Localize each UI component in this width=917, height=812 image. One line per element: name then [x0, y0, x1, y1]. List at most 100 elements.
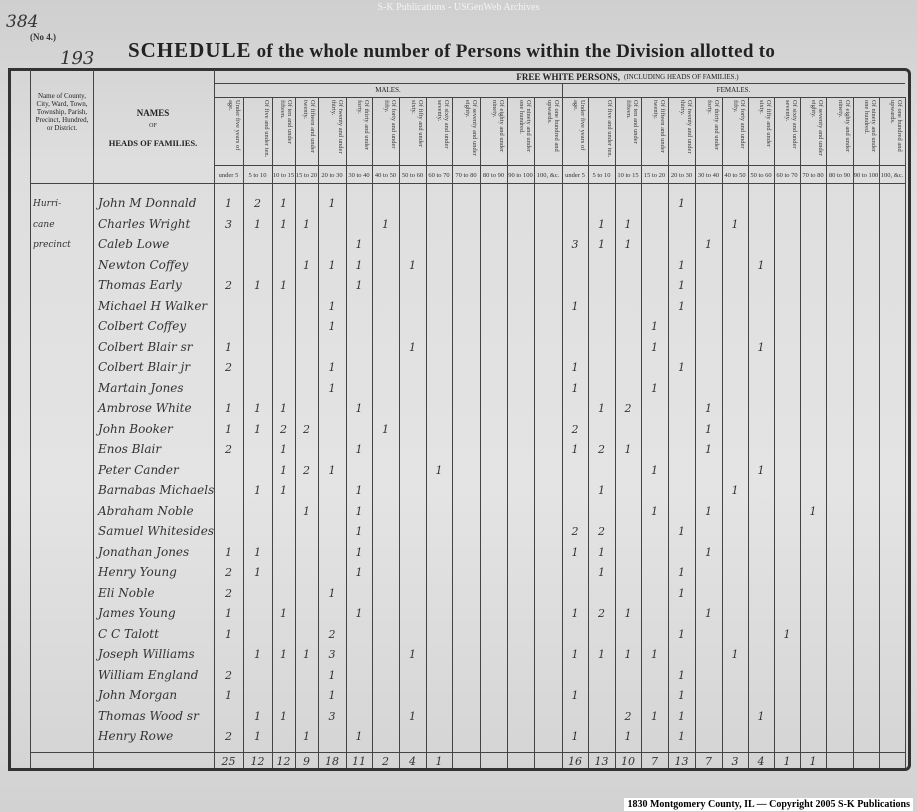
male-age-range: 30 to 40	[348, 172, 370, 179]
male-count-cell: 1	[355, 545, 363, 559]
female-count-cell: 1	[624, 730, 632, 743]
male-count-cell: 1	[355, 730, 363, 743]
column-rule	[774, 97, 775, 768]
male-count-cell: 1	[254, 566, 261, 579]
column-rule	[426, 97, 427, 768]
folio-annotation: 193	[60, 48, 95, 69]
male-count-cell: 1	[409, 340, 416, 354]
female-total-count-cell: 13	[594, 755, 609, 768]
female-column-description: Of fifteen and under twenty.	[652, 100, 666, 153]
male-total-count-cell: 11	[352, 755, 366, 768]
female-count-cell: 1	[651, 709, 658, 723]
male-count-cell: 1	[225, 340, 232, 354]
male-column-description: Of forty and under fifty.	[383, 100, 397, 149]
male-age-range: 70 to 80	[455, 172, 477, 179]
male-count-cell: 1	[382, 217, 389, 231]
column-rule	[722, 97, 723, 768]
male-count-cell: 2	[303, 422, 310, 436]
male-column-description: Of thirty and under forty.	[356, 100, 370, 151]
male-count-cell: 1	[328, 258, 336, 272]
male-total-count-cell: 18	[325, 755, 339, 768]
column-rule	[452, 97, 453, 768]
female-age-range: 15 to 20	[643, 172, 666, 179]
male-column-description: Of twenty and under thirty.	[330, 100, 344, 154]
head-of-family-name: Michael H Walker	[98, 298, 208, 313]
district-name: precinct	[33, 240, 71, 250]
column-rule	[243, 97, 244, 768]
male-total-count-cell: 12	[250, 755, 265, 768]
female-count-cell: 1	[705, 238, 712, 251]
female-count-cell: 1	[571, 607, 579, 620]
female-count-cell: 2	[571, 422, 579, 436]
female-count-cell: 1	[678, 566, 685, 579]
head-of-family-name: Ambrose White	[98, 401, 192, 415]
male-age-range: 100, &c.	[536, 172, 560, 179]
female-count-cell: 1	[571, 299, 579, 313]
head-of-family-name: Martain Jones	[98, 380, 184, 395]
male-count-cell: 1	[328, 320, 336, 333]
male-count-cell: 1	[355, 504, 363, 518]
male-count-cell: 1	[303, 217, 310, 231]
male-total-count-cell: 12	[276, 755, 291, 768]
female-column-description: Of ten and under fifteen.	[625, 100, 639, 144]
female-column-description: Of sixty and under seventy.	[784, 100, 798, 149]
female-count-cell: 1	[678, 525, 685, 538]
female-count-cell: 1	[783, 627, 791, 641]
female-count-cell: 1	[624, 238, 632, 251]
male-count-cell: 1	[280, 402, 287, 415]
column-rule	[318, 97, 319, 768]
head-of-family-name: John Booker	[98, 421, 173, 436]
head-of-family-name: Samuel Whitesides	[98, 524, 214, 538]
female-age-range: under 5	[565, 172, 585, 179]
female-column-description: Of five and under ten.	[606, 100, 613, 158]
male-count-cell: 1	[355, 238, 363, 251]
male-count-cell: 1	[225, 627, 232, 641]
male-column-description: Of ninety and under one hundred.	[518, 100, 532, 153]
male-count-cell: 1	[254, 279, 261, 292]
male-count-cell: 1	[254, 484, 261, 497]
head-of-family-name: Henry Rowe	[98, 729, 174, 743]
male-age-range: 15 to 20	[295, 172, 318, 179]
male-count-cell: 1	[409, 258, 416, 272]
female-total-count-cell: 3	[731, 755, 739, 768]
male-count-cell: 1	[254, 545, 261, 559]
column-rule	[480, 97, 481, 768]
page-number-annotation: 384	[6, 12, 39, 32]
female-count-cell: 1	[598, 217, 605, 231]
female-count-cell: 1	[678, 299, 685, 313]
male-count-cell: 1	[328, 586, 336, 600]
female-age-range: 30 to 40	[697, 172, 720, 179]
free-white-persons-header: FREE WHITE PERSONS,	[516, 72, 620, 82]
female-count-cell: 2	[624, 709, 632, 723]
column-rule	[562, 97, 563, 768]
male-age-range: 90 to 100	[508, 172, 533, 179]
female-count-cell: 1	[651, 648, 658, 661]
female-count-cell: 1	[678, 361, 685, 374]
male-count-cell: 1	[225, 422, 232, 436]
rule-line	[214, 165, 905, 166]
male-count-cell: 1	[280, 648, 287, 661]
female-count-cell: 1	[624, 443, 632, 456]
rule-line	[214, 83, 905, 84]
male-total-count-cell: 1	[435, 755, 443, 768]
female-total-count-cell: 1	[783, 755, 791, 768]
rule-line	[30, 70, 31, 768]
female-count-cell: 1	[651, 320, 658, 333]
head-of-family-name: Newton Coffey	[98, 257, 189, 272]
male-count-cell: 1	[355, 402, 363, 415]
female-count-cell: 1	[705, 422, 712, 436]
male-count-cell: 1	[382, 422, 389, 436]
column-rule	[695, 97, 696, 768]
male-column-description: Of eighty and under ninety.	[491, 100, 505, 153]
head-of-family-name: Peter Cander	[98, 462, 179, 477]
male-column-description: Under five years of age.	[227, 100, 241, 151]
head-of-family-name: Barnabas Michaels	[98, 483, 215, 497]
female-column-description: Under five years of age.	[572, 100, 586, 151]
names-header-2: OF	[149, 123, 157, 129]
female-count-cell: 1	[678, 668, 685, 682]
column-rule	[641, 97, 642, 768]
female-count-cell: 1	[705, 443, 712, 456]
column-rule	[295, 97, 296, 768]
head-of-family-name: James Young	[98, 606, 176, 620]
female-count-cell: 2	[598, 607, 605, 620]
